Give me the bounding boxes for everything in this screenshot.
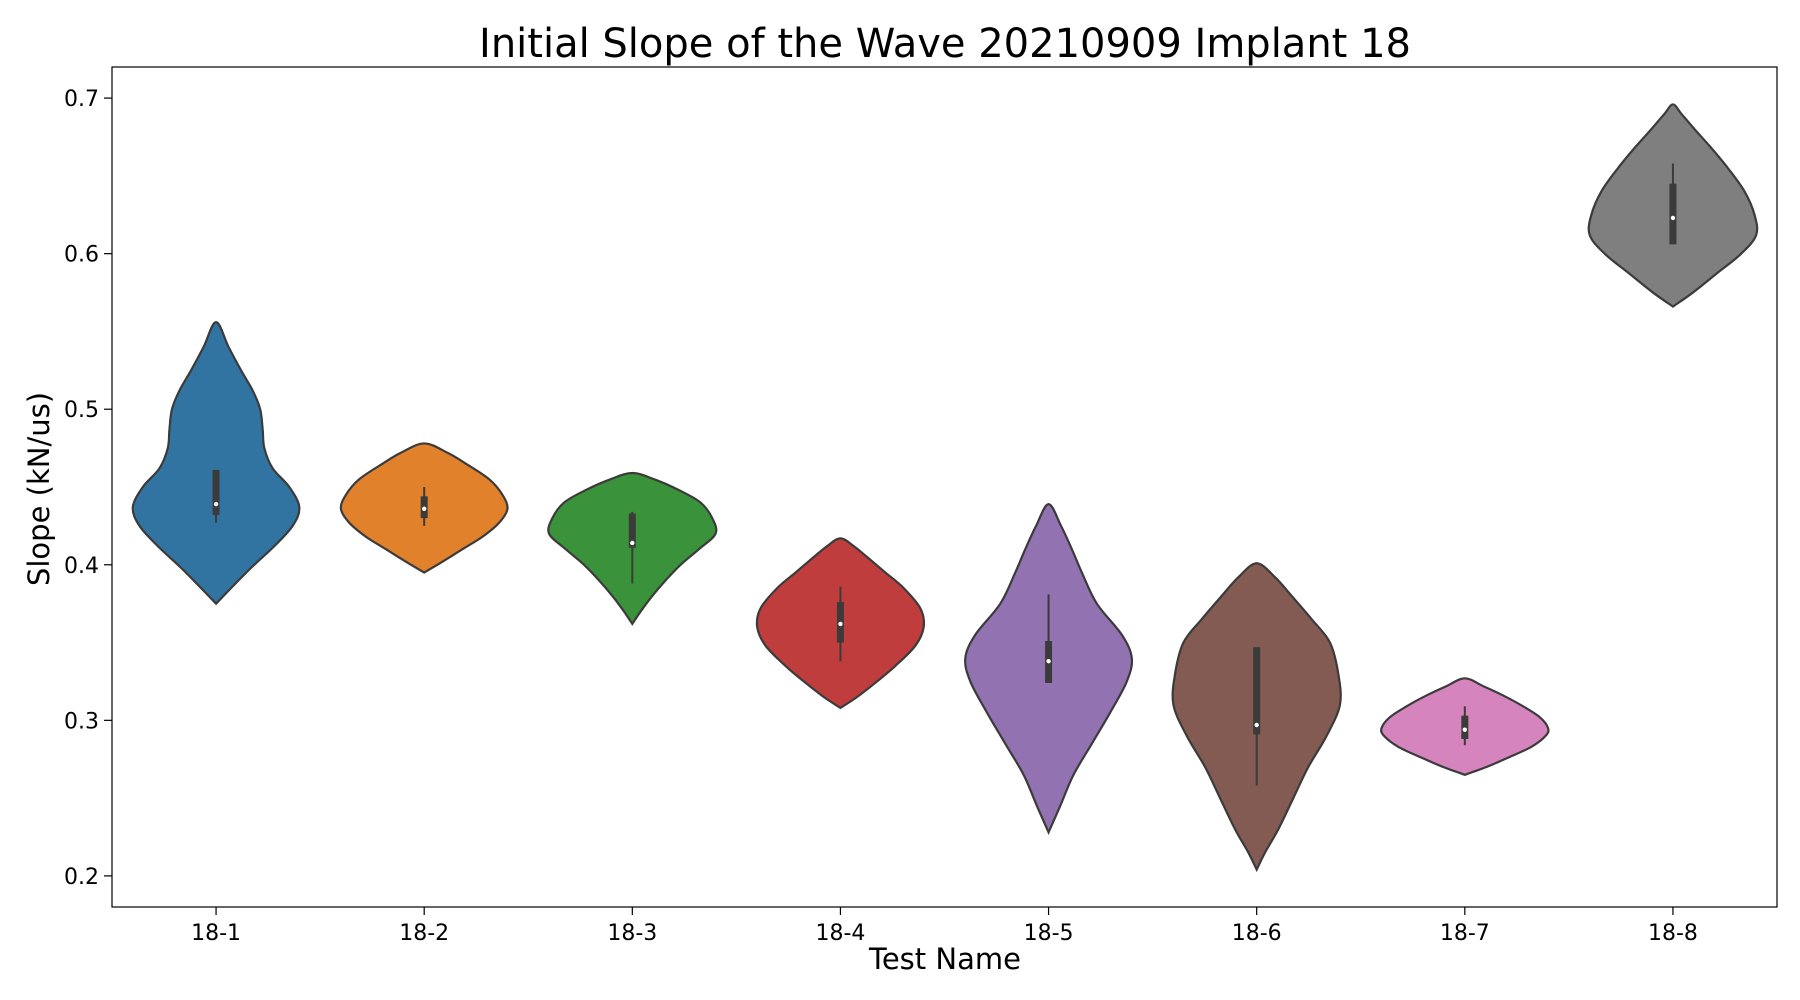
y-tick-label: 0.4 xyxy=(64,554,99,579)
median-point-18-1 xyxy=(213,501,219,507)
x-tick-label: 18-5 xyxy=(1024,921,1074,946)
y-tick-label: 0.7 xyxy=(64,87,99,112)
median-point-18-6 xyxy=(1254,722,1259,728)
y-axis-label: Slope (kN/us) xyxy=(22,392,56,586)
median-point-18-3 xyxy=(630,540,635,546)
violin-18-1 xyxy=(131,321,301,606)
iqr-box-18-6 xyxy=(1253,647,1261,735)
plot-frame xyxy=(111,66,1778,908)
median-point-18-5 xyxy=(1046,659,1051,664)
median-point-18-2 xyxy=(421,506,427,511)
iqr-box-18-3 xyxy=(628,513,636,548)
y-tick-label: 0.2 xyxy=(64,865,99,890)
x-tick-label: 18-4 xyxy=(815,921,865,946)
iqr-box-18-1 xyxy=(212,469,220,515)
iqr-box-18-7 xyxy=(1461,715,1469,739)
violin-layer xyxy=(131,103,1759,873)
x-tick-label: 18-7 xyxy=(1440,921,1490,946)
y-tick-label: 0.5 xyxy=(64,398,99,423)
median-point-18-4 xyxy=(838,621,843,627)
y-axis: 0.2 0.3 0.4 0.5 0.6 0.7 xyxy=(64,87,112,890)
x-tick-label: 18-8 xyxy=(1648,921,1698,946)
x-tick-label: 18-3 xyxy=(607,921,657,946)
x-axis-label: Test Name xyxy=(868,942,1021,976)
y-tick-label: 0.3 xyxy=(64,709,99,734)
x-axis: 18-1 18-2 18-3 18-4 18-5 18-6 18-7 18-8 xyxy=(191,907,1698,946)
chart-title: Initial Slope of the Wave 20210909 Impla… xyxy=(479,21,1411,67)
x-tick-label: 18-2 xyxy=(399,921,449,946)
median-point-18-7 xyxy=(1462,727,1468,732)
iqr-box-18-8 xyxy=(1669,183,1677,245)
y-tick-label: 0.6 xyxy=(64,243,99,268)
x-tick-label: 18-1 xyxy=(191,921,241,946)
x-tick-label: 18-6 xyxy=(1232,921,1282,946)
median-point-18-8 xyxy=(1670,215,1676,221)
